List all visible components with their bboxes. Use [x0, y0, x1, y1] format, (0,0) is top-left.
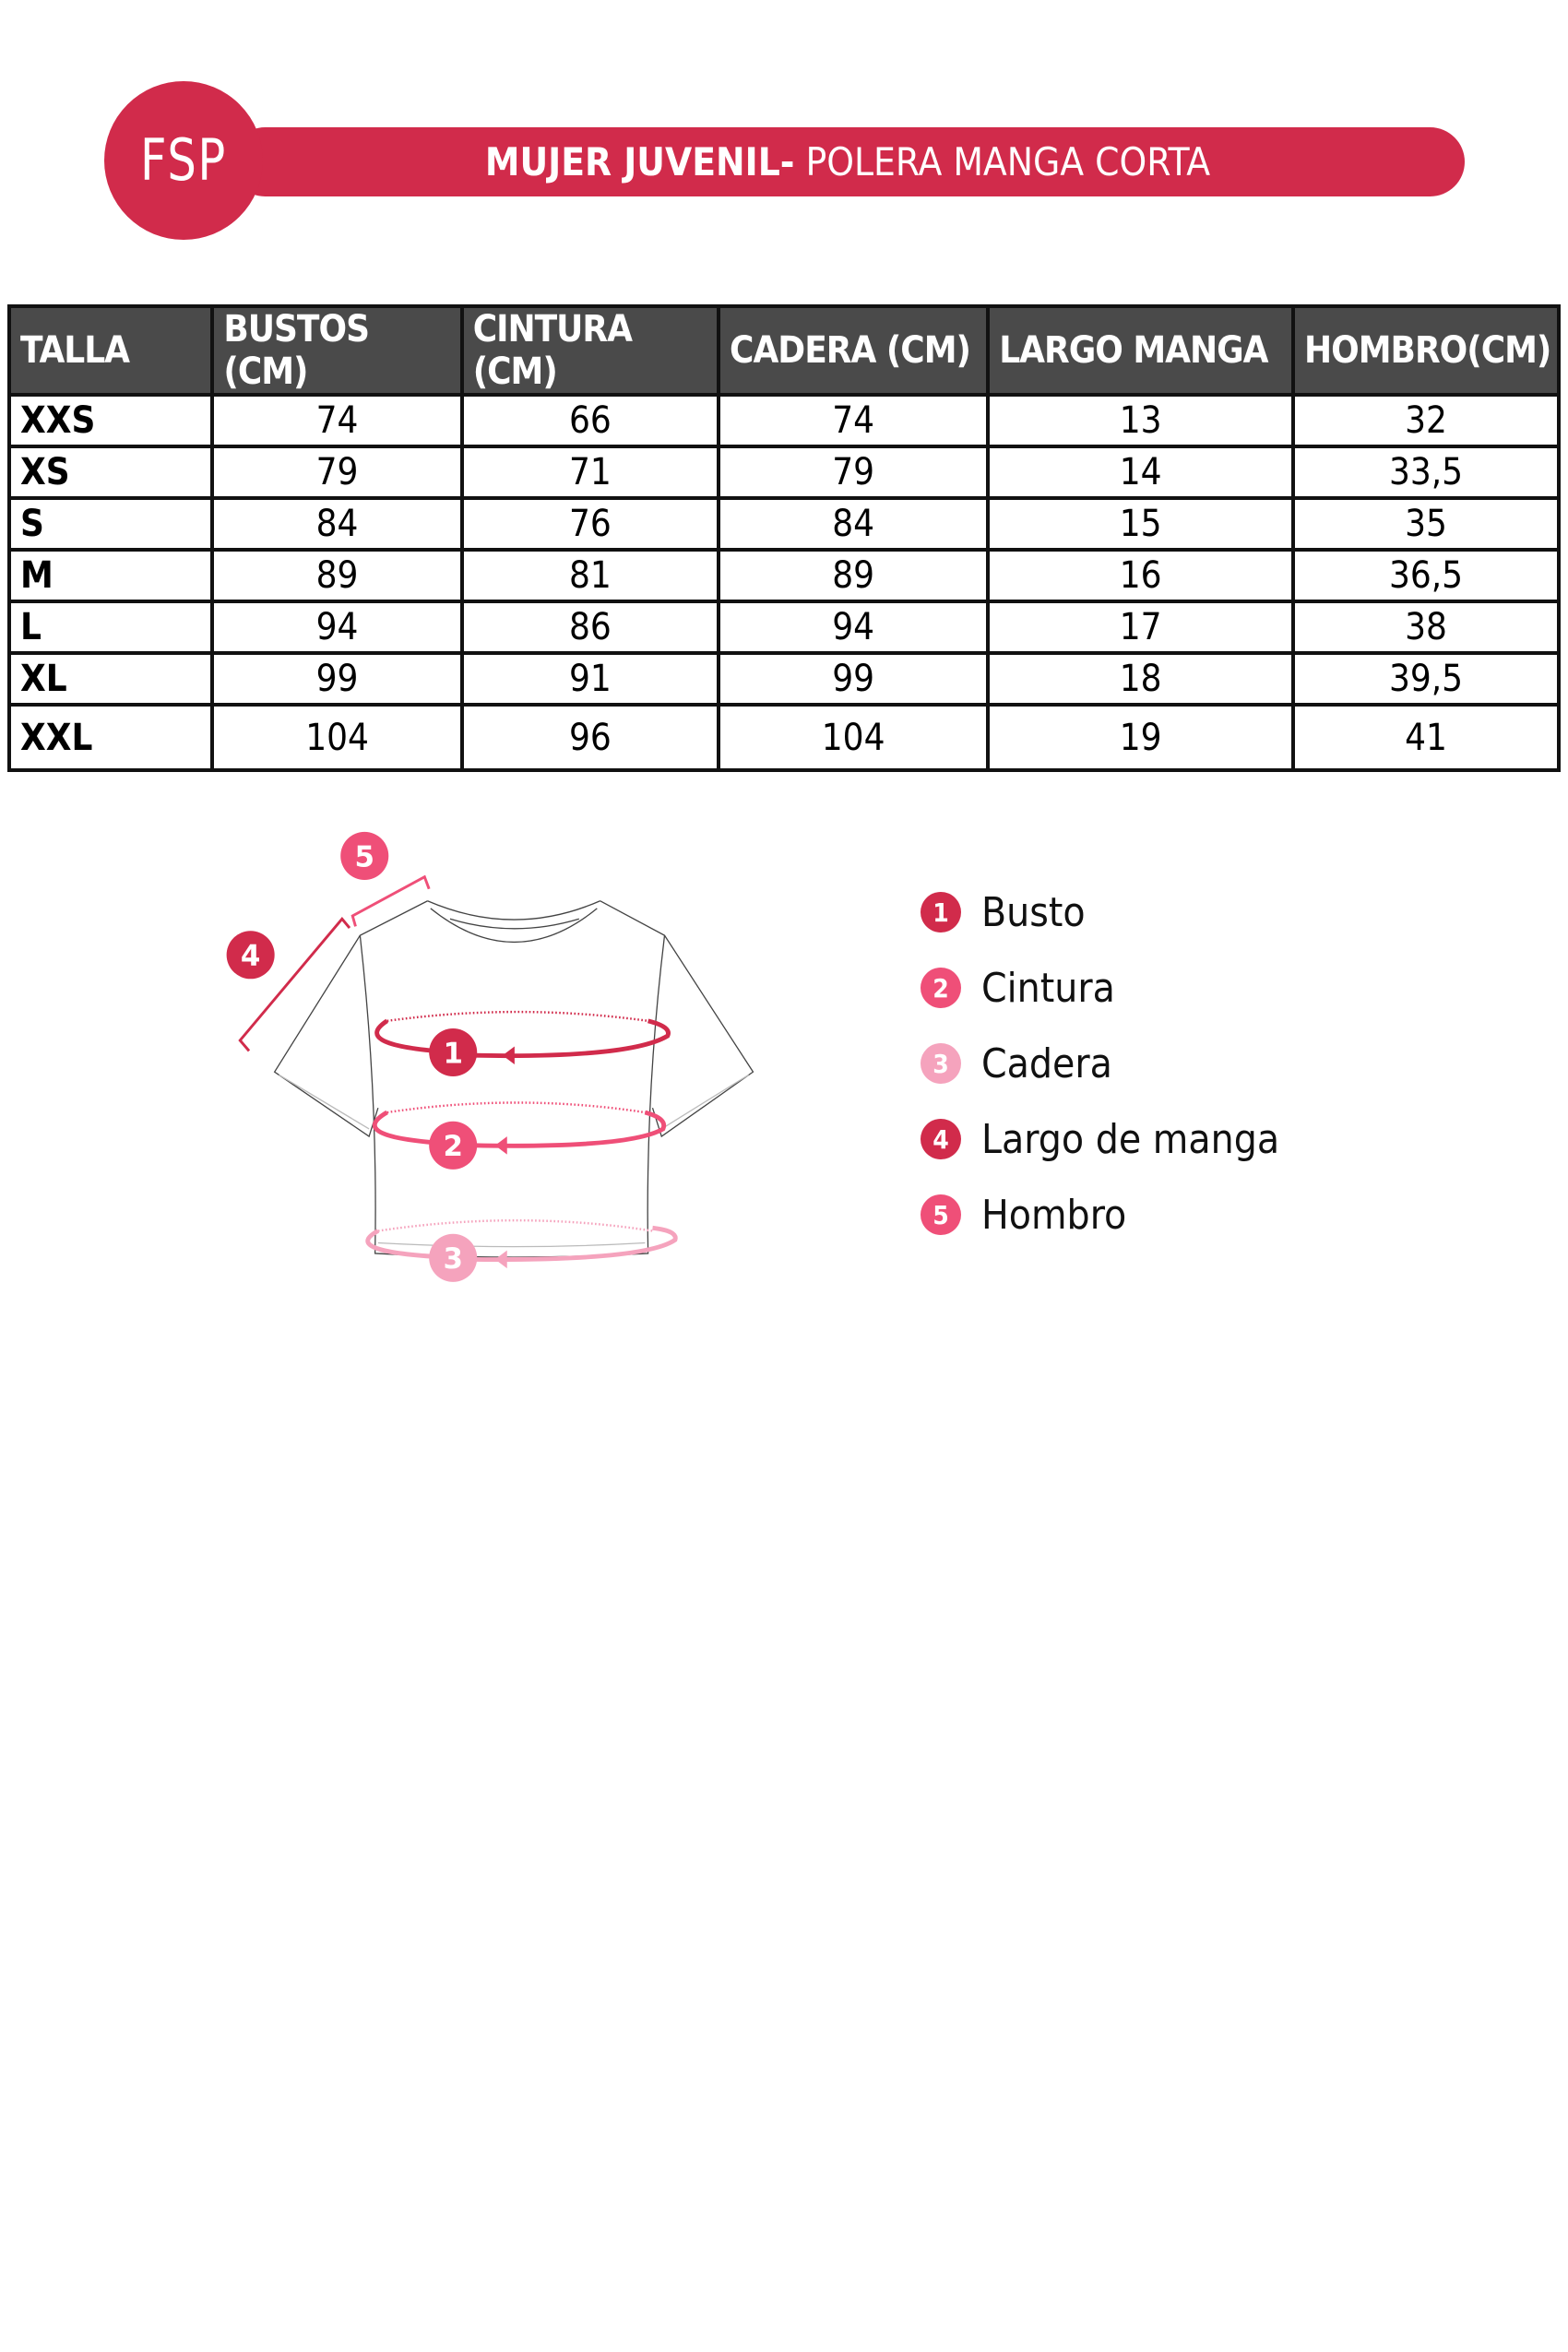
measurement-cell: 96	[459, 703, 721, 772]
measurement-cell: 39,5	[1291, 651, 1561, 707]
measurement-cell: 99	[717, 651, 991, 707]
number-badge: 4	[921, 1119, 961, 1159]
table-row: S 84 76 84 15 35	[6, 496, 1561, 552]
measurement-cell: 84	[210, 496, 464, 552]
measurement-cell: 94	[717, 600, 991, 655]
tshirt-outline	[273, 900, 754, 1258]
bust-ring: 1	[374, 1010, 671, 1077]
legend-label: Largo de manga	[981, 1115, 1280, 1163]
column-header: TALLA	[6, 304, 215, 397]
measurement-cell: 71	[459, 445, 721, 500]
measurement-cell: 84	[717, 496, 991, 552]
measurement-cell: 17	[986, 600, 1296, 655]
size-cell: L	[6, 600, 215, 655]
legend-label: Busto	[981, 888, 1086, 936]
page-title: MUJER JUVENIL- POLERA MANGA CORTA	[231, 127, 1356, 196]
measurement-cell: 91	[459, 651, 721, 707]
measurement-cell: 89	[210, 548, 464, 603]
brand-logo-text: FSP	[140, 126, 227, 194]
measurement-cell: 81	[459, 548, 721, 603]
measurement-cell: 74	[210, 393, 464, 448]
measurement-cell: 66	[459, 393, 721, 448]
size-cell: M	[6, 548, 215, 603]
table-row: XL 99 91 99 18 39,5	[6, 651, 1561, 707]
measurement-cell: 19	[986, 703, 1296, 772]
svg-text:5: 5	[354, 840, 374, 873]
legend-item: 1 Busto	[921, 874, 1279, 950]
column-header: LARGO MANGA	[986, 304, 1296, 397]
hip-ring: 3	[365, 1218, 678, 1282]
number-badge: 5	[921, 1194, 961, 1235]
table-header-row: TALLA BUSTOS (CM) CINTURA (CM) CADERA (C…	[6, 304, 1561, 397]
measurement-cell: 41	[1291, 703, 1561, 772]
legend-item: 3 Cadera	[921, 1026, 1279, 1101]
title-category: MUJER JUVENIL-	[484, 139, 795, 184]
table-row: L 94 86 94 17 38	[6, 600, 1561, 655]
svg-text:1: 1	[443, 1037, 463, 1070]
measurement-cell: 76	[459, 496, 721, 552]
sleeve-length-marker: 4	[226, 916, 351, 1052]
measurement-cell: 104	[210, 703, 464, 772]
size-cell: XL	[6, 651, 215, 707]
tshirt-measurement-diagram: 1 2 3 4 5	[226, 831, 754, 1282]
legend-item: 2 Cintura	[921, 950, 1279, 1026]
measurement-cell: 38	[1291, 600, 1561, 655]
measurement-cell: 13	[986, 393, 1296, 448]
table-row: M 89 81 89 16 36,5	[6, 548, 1561, 603]
svg-text:2: 2	[443, 1130, 463, 1163]
measurement-cell: 79	[717, 445, 991, 500]
brand-logo	[104, 81, 263, 240]
measurement-cell: 79	[210, 445, 464, 500]
legend-item: 5 Hombro	[921, 1177, 1279, 1253]
column-header: CINTURA (CM)	[459, 304, 721, 397]
measurement-cell: 94	[210, 600, 464, 655]
measurement-cell: 74	[717, 393, 991, 448]
title-banner	[231, 127, 1465, 196]
measurement-cell: 35	[1291, 496, 1561, 552]
measurement-cell: 14	[986, 445, 1296, 500]
table-row: XXL 104 96 104 19 41	[6, 703, 1561, 772]
measurement-cell: 15	[986, 496, 1296, 552]
number-badge: 2	[921, 968, 961, 1008]
size-cell: S	[6, 496, 215, 552]
measurement-cell: 36,5	[1291, 548, 1561, 603]
svg-text:4: 4	[241, 940, 261, 973]
size-cell: XXL	[6, 703, 215, 772]
measurement-cell: 32	[1291, 393, 1561, 448]
size-chart-table: TALLA BUSTOS (CM) CINTURA (CM) CADERA (C…	[6, 304, 1561, 772]
measurement-cell: 86	[459, 600, 721, 655]
table-row: XXS 74 66 74 13 32	[6, 393, 1561, 448]
measurement-cell: 16	[986, 548, 1296, 603]
waist-ring: 2	[373, 1101, 667, 1170]
table-row: XS 79 71 79 14 33,5	[6, 445, 1561, 500]
measurement-cell: 33,5	[1291, 445, 1561, 500]
column-header: BUSTOS (CM)	[210, 304, 464, 397]
legend-label: Cintura	[981, 964, 1115, 1012]
title-product: POLERA MANGA CORTA	[794, 139, 1211, 184]
measurement-cell: 18	[986, 651, 1296, 707]
column-header: HOMBRO(CM)	[1291, 304, 1561, 397]
number-badge: 1	[921, 892, 961, 932]
legend-label: Cadera	[981, 1039, 1112, 1087]
measurement-cell: 89	[717, 548, 991, 603]
measurement-cell: 104	[717, 703, 991, 772]
size-cell: XXS	[6, 393, 215, 448]
size-cell: XS	[6, 445, 215, 500]
shoulder-marker: 5	[340, 831, 431, 927]
measurement-cell: 99	[210, 651, 464, 707]
legend-label: Hombro	[981, 1191, 1127, 1239]
legend-item: 4 Largo de manga	[921, 1101, 1279, 1177]
number-badge: 3	[921, 1043, 961, 1084]
column-header: CADERA (CM)	[717, 304, 991, 397]
measurement-legend: 1 Busto 2 Cintura 3 Cadera 4 Largo de manga 5 Hom…	[921, 874, 1279, 1253]
svg-text:3: 3	[443, 1242, 463, 1276]
